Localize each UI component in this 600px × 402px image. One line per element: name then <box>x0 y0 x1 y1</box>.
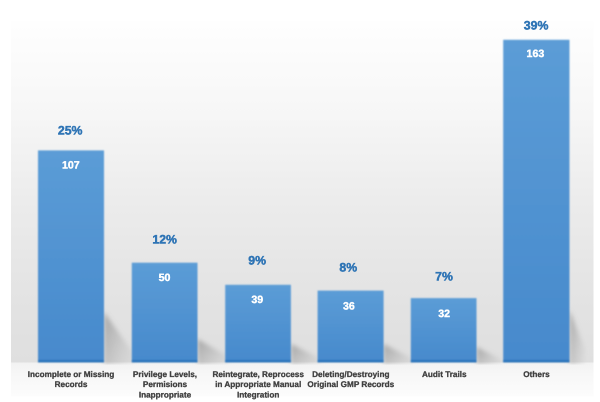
svg-text:12%: 12% <box>152 233 177 247</box>
svg-text:Privilege Levels,: Privilege Levels, <box>133 370 197 379</box>
svg-text:Permisions: Permisions <box>143 380 188 389</box>
svg-text:Reintegrate, Reprocess: Reintegrate, Reprocess <box>212 370 304 379</box>
svg-text:Others: Others <box>523 370 550 379</box>
svg-text:32: 32 <box>438 308 450 320</box>
svg-text:39: 39 <box>251 294 263 306</box>
svg-text:Deleting/Destroying: Deleting/Destroying <box>312 370 389 379</box>
svg-text:36: 36 <box>343 300 355 312</box>
svg-text:25%: 25% <box>58 124 83 138</box>
svg-text:Records: Records <box>55 380 88 389</box>
svg-text:Audit Trails: Audit Trails <box>422 370 467 379</box>
svg-text:9%: 9% <box>248 254 266 268</box>
svg-text:Integration: Integration <box>237 390 279 399</box>
svg-text:7%: 7% <box>435 270 453 284</box>
svg-text:8%: 8% <box>339 260 357 274</box>
svg-text:Incomplete or Missing: Incomplete or Missing <box>28 370 114 379</box>
svg-text:Inappropriate: Inappropriate <box>139 390 192 399</box>
svg-text:50: 50 <box>159 272 171 284</box>
svg-text:163: 163 <box>527 48 545 60</box>
svg-text:39%: 39% <box>524 19 549 33</box>
svg-text:in Appropriate Manual: in Appropriate Manual <box>215 380 301 389</box>
svg-text:Original GMP Records: Original GMP Records <box>307 380 394 389</box>
svg-text:107: 107 <box>62 159 80 171</box>
